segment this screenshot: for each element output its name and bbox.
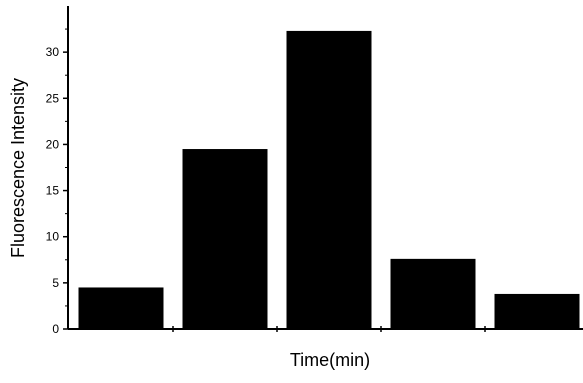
bar-5	[494, 293, 580, 329]
y-ticks-layer: 0 5 10 15 20 25 30	[46, 28, 68, 336]
y-axis-title: Fluorescence Intensity	[8, 78, 28, 258]
bars-layer	[78, 30, 580, 329]
bar-3	[286, 30, 372, 329]
x-ticks-layer	[172, 326, 486, 332]
y-tick-label: 20	[46, 137, 60, 151]
bar-2	[182, 149, 268, 329]
bar-4	[390, 258, 476, 329]
y-tick-label: 10	[46, 230, 60, 244]
y-tick-label: 30	[46, 45, 60, 59]
y-tick-label: 25	[46, 91, 60, 105]
y-tick-label: 15	[46, 184, 60, 198]
bar-1	[78, 287, 164, 329]
x-axis-title: Time(min)	[290, 350, 370, 370]
y-tick-label: 5	[52, 276, 59, 290]
y-tick-label: 0	[52, 322, 59, 336]
